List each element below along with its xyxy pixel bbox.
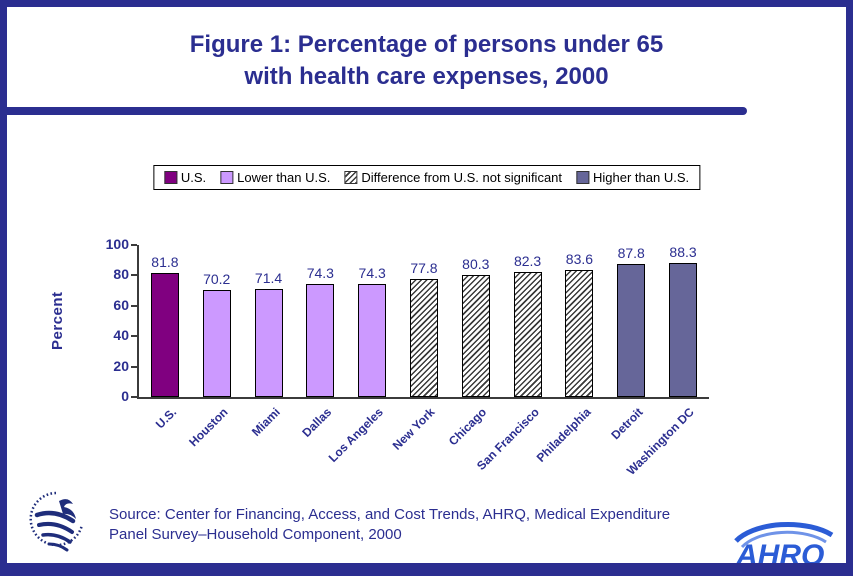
bar-value-label: 87.8 — [617, 244, 645, 261]
bar — [565, 269, 594, 397]
bar-slot-1: 70.2 — [191, 215, 243, 397]
bar-slot-10: 88.3 — [657, 215, 709, 397]
bar-value-label: 81.8 — [151, 253, 179, 270]
ahrq-logo: AHRQ — [732, 519, 836, 569]
bar-value-label: 74.3 — [306, 265, 334, 282]
source-note-line2: Panel Survey–Household Component, 2000 — [109, 526, 402, 544]
bar-value-label: 70.2 — [203, 271, 231, 288]
legend-label: Higher than U.S. — [593, 170, 690, 185]
x-axis-label: Chicago — [446, 405, 490, 449]
legend-swatch-hatch — [344, 171, 358, 184]
bar-value-label: 88.3 — [669, 243, 697, 260]
bar — [409, 278, 438, 397]
bar — [254, 288, 283, 397]
legend-item-lower: Lower than U.S. — [220, 170, 330, 185]
bar-value-label: 77.8 — [410, 259, 438, 276]
chart-legend: U.S. Lower than U.S. Difference from U.S. … — [152, 165, 701, 190]
x-axis-label: Philadelphia — [533, 405, 594, 465]
bar-slot-5: 77.8 — [398, 215, 450, 397]
bar — [358, 284, 387, 397]
bar — [202, 290, 231, 397]
x-axis-label: Houston — [186, 405, 231, 450]
y-tick-mark — [131, 396, 137, 398]
legend-swatch-lower — [220, 171, 234, 184]
x-axis-label: Miami — [248, 405, 283, 439]
bar-slot-8: 83.6 — [554, 215, 606, 397]
y-tick-label: 40 — [113, 327, 129, 344]
plot-area: 81.8 70.2 71.4 74.3 74.3 77.8 80.3 82.3 83.6 87.8… — [137, 244, 709, 399]
bar-slot-7: 82.3 — [502, 215, 554, 397]
y-tick-mark — [131, 244, 137, 246]
bar-slot-3: 74.3 — [294, 215, 346, 397]
y-tick-mark — [131, 274, 137, 277]
legend-item-hatch: Difference from U.S. not significant — [344, 170, 562, 185]
chart-title-line2: with health care expenses, 2000 — [244, 63, 609, 91]
bar-slot-2: 71.4 — [243, 215, 295, 397]
bar — [306, 284, 335, 397]
x-axis-label: Detroit — [607, 405, 646, 443]
y-tick-label: 0 — [121, 388, 129, 404]
x-axis-label: U.S. — [152, 405, 179, 432]
x-axis-label: Dallas — [299, 405, 335, 440]
bars-row: 81.8 70.2 71.4 74.3 74.3 77.8 80.3 82.3 83.6 87.8… — [139, 215, 709, 397]
source-note-line1: Source: Center for Financing, Access, an… — [109, 506, 671, 523]
bar — [669, 262, 698, 397]
y-tick-label: 80 — [113, 266, 129, 283]
bar-slot-0: 81.8 — [139, 215, 191, 397]
legend-item-higher: Higher than U.S. — [576, 170, 689, 185]
title-divider-bar — [7, 107, 747, 115]
bar-value-label: 82.3 — [513, 252, 542, 269]
x-axis-label: Los Angeles — [326, 405, 387, 466]
bar-slot-6: 80.3 — [450, 215, 502, 397]
bar-value-label: 74.3 — [358, 265, 386, 282]
source-note: Source: Center for Financing, Access, an… — [109, 505, 670, 546]
bar-value-label: 71.4 — [254, 269, 283, 286]
bar — [513, 271, 542, 397]
legend-label: U.S. — [180, 170, 207, 185]
legend-swatch-us — [163, 171, 177, 184]
legend-item-us: U.S. — [163, 170, 207, 185]
y-tick-label: 100 — [105, 236, 129, 252]
y-tick-mark — [131, 365, 137, 368]
chart-title: Figure 1: Percentage of persons under 65… — [7, 29, 846, 94]
y-tick-label: 20 — [113, 357, 129, 374]
chart-title-line1: Figure 1: Percentage of persons under 65 — [189, 31, 664, 58]
legend-label: Lower than U.S. — [237, 170, 331, 185]
legend-label: Difference from U.S. not significant — [361, 170, 563, 185]
hhs-logo — [25, 485, 87, 562]
bar-value-label: 83.6 — [565, 250, 594, 267]
bar — [150, 272, 179, 397]
y-tick-mark — [131, 304, 137, 307]
bar-value-label: 80.3 — [462, 255, 490, 272]
bar — [617, 263, 646, 397]
y-tick-mark — [131, 335, 137, 338]
legend-swatch-higher — [576, 171, 590, 184]
y-tick-label: 60 — [113, 296, 129, 313]
ahrq-logo-text: AHRQ — [735, 539, 824, 569]
x-axis-label: New York — [390, 405, 438, 453]
y-axis-title: Percent — [49, 291, 66, 351]
bar — [461, 274, 490, 397]
bar-slot-9: 87.8 — [605, 215, 657, 397]
bar-slot-4: 74.3 — [346, 215, 398, 397]
